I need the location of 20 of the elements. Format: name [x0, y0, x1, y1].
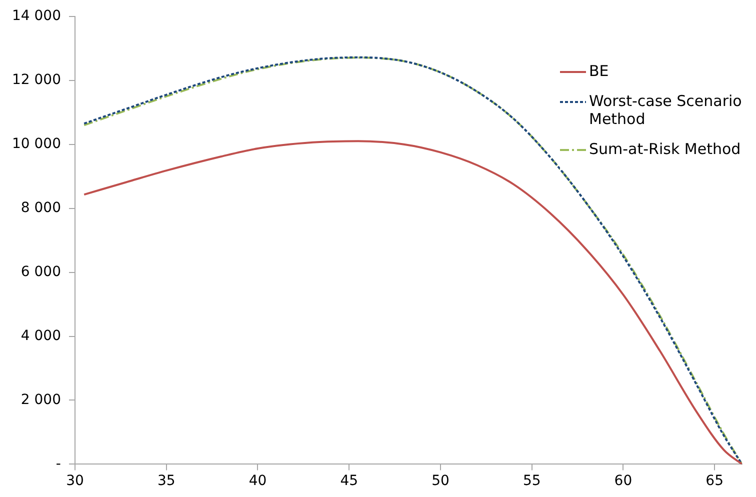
x-tick-label: 50	[432, 473, 450, 490]
y-tick-label: 10 000	[12, 136, 61, 152]
y-tick-label: 2 000	[20, 392, 61, 408]
x-tick-label: 60	[614, 473, 632, 490]
x-tick-label: 65	[706, 473, 724, 490]
y-tick-label: -	[56, 456, 61, 472]
y-tick-label: 4 000	[20, 328, 61, 344]
y-tick-label: 6 000	[20, 264, 61, 280]
x-tick-label: 55	[522, 473, 541, 490]
x-tick-label: 35	[157, 473, 176, 490]
x-tick-label: 45	[340, 473, 358, 490]
legend-label: Worst-case Scenario Method	[589, 92, 743, 128]
x-tick-label: 40	[248, 473, 267, 490]
y-tick-label: 8 000	[20, 200, 61, 216]
legend-label: BE	[589, 62, 609, 80]
y-tick-label: 12 000	[12, 72, 61, 88]
legend-label: Sum-at-Risk Method	[589, 140, 741, 158]
x-tick-label: 30	[66, 473, 84, 490]
y-tick-label: 14 000	[12, 8, 61, 24]
line-series	[83, 140, 742, 464]
